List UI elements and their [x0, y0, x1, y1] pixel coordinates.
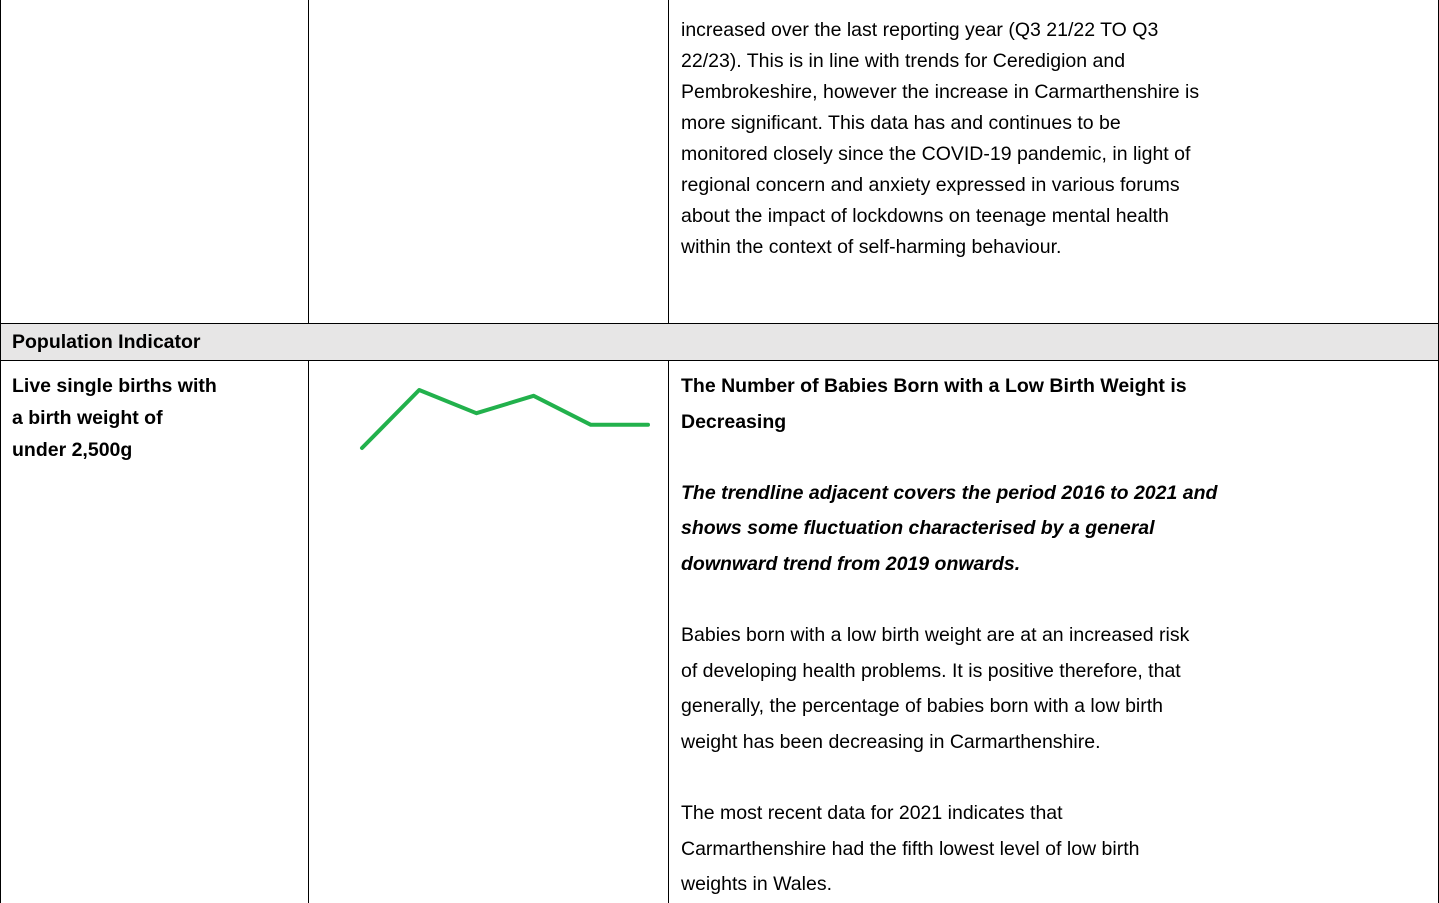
cell	[308, 0, 669, 324]
text-line: regional concern and anxiety expressed i…	[681, 174, 1180, 196]
text-line: The most recent data for 2021 indicates …	[681, 802, 1063, 825]
text-line: of developing health problems. It is pos…	[681, 659, 1181, 682]
text-line: weights in Wales.	[681, 873, 833, 896]
section-row	[0, 323, 1439, 361]
text-line: Live single births with	[12, 375, 217, 397]
text-line: shows some fluctuation characterised by …	[681, 517, 1155, 540]
cell	[0, 0, 309, 324]
text-line: Pembrokeshire, however the increase in C…	[681, 81, 1200, 103]
text-line: generally, the percentage of babies born…	[681, 695, 1164, 718]
text-line: 22/23). This is in line with trends for …	[681, 50, 1126, 72]
text-line: increased over the last reporting year (…	[681, 19, 1159, 41]
text-line: Decreasing	[681, 410, 787, 433]
text-line: monitored closely since the COVID-19 pan…	[681, 143, 1191, 165]
text-line: about the impact of lockdowns on teenage…	[681, 205, 1169, 227]
trendline-chart	[360, 388, 650, 450]
section-label: Population Indicator	[12, 331, 201, 353]
text-line: downward trend from 2019 onwards.	[681, 553, 1021, 575]
text-line: Carmarthenshire had the fifth lowest lev…	[681, 837, 1140, 860]
text-line: The Number of Babies Born with a Low Bir…	[681, 375, 1187, 397]
text-line: Babies born with a low birth weight are …	[681, 624, 1190, 647]
text-line: The trendline adjacent covers the period…	[681, 481, 1218, 504]
text-line: weight has been decreasing in Carmarthen…	[681, 731, 1101, 753]
text-line: within the context of self-harming behav…	[681, 236, 1062, 258]
text-line: a birth weight of	[12, 407, 163, 429]
text-line: more significant. This data has and cont…	[681, 112, 1121, 134]
text-line: under 2,500g	[12, 439, 133, 461]
trendline	[360, 388, 650, 450]
